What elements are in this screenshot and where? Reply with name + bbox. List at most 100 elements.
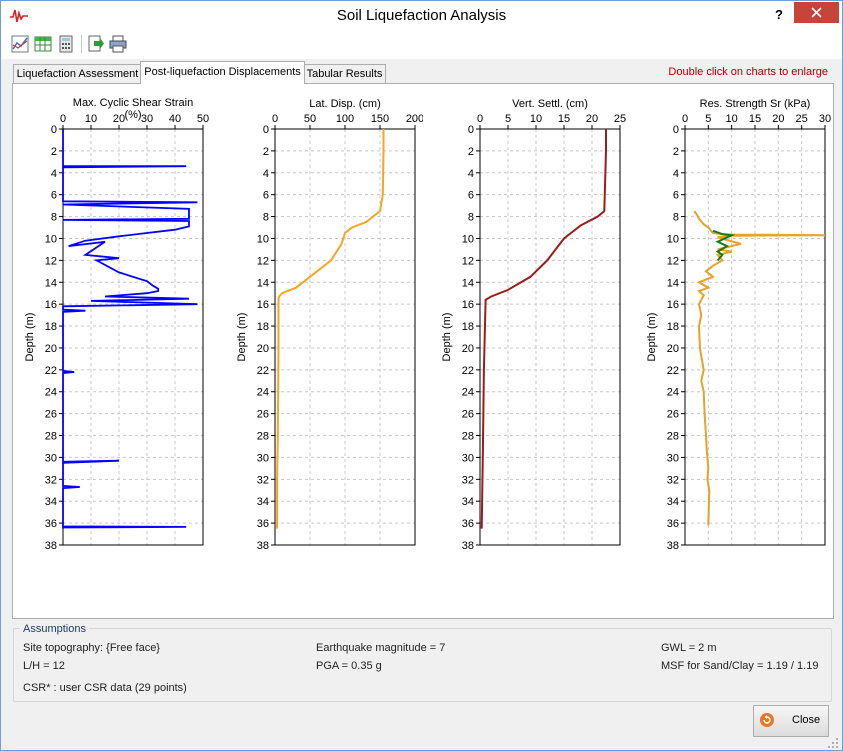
y-tick-label: 20 [462, 343, 474, 355]
x-tick-label: 150 [371, 113, 389, 125]
y-tick-label: 12 [462, 255, 474, 267]
y-tick-label: 34 [667, 496, 679, 508]
x-tick-label: 5 [705, 113, 711, 125]
plot-frame [479, 128, 621, 546]
assumptions-title: Assumptions [20, 623, 89, 635]
x-tick-label: 20 [586, 113, 598, 125]
y-tick-label: 22 [462, 365, 474, 377]
chart-title-unit: (%) [124, 109, 141, 121]
y-tick-label: 12 [45, 255, 57, 267]
calculator-icon[interactable] [57, 35, 75, 53]
window-close-button[interactable] [794, 2, 839, 23]
resize-grip-icon[interactable] [827, 737, 839, 749]
y-tick-label: 26 [45, 409, 57, 421]
chart-residual-strength[interactable]: Res. Strength Sr (kPa)0 5 10 15 20 25 30024681… [628, 84, 833, 554]
help-button[interactable]: ? [775, 7, 783, 22]
y-tick-label: 38 [667, 540, 679, 552]
y-tick-label: 16 [257, 299, 269, 311]
x-tick-label: 25 [796, 113, 808, 125]
y-tick-label: 26 [667, 409, 679, 421]
y-tick-label: 2 [51, 146, 57, 158]
series-line-1 [712, 229, 736, 262]
tab-liquefaction-assessment[interactable]: Liquefaction Assessment [13, 64, 142, 83]
y-tick-label: 28 [462, 431, 474, 443]
y-tick-label: 2 [468, 146, 474, 158]
y-tick-label: 4 [263, 168, 269, 180]
y-tick-label: 34 [462, 496, 474, 508]
y-tick-label: 24 [667, 387, 679, 399]
y-tick-label: 36 [462, 518, 474, 530]
series-line-0 [276, 129, 385, 529]
chart-vertical-settlement[interactable]: Vert. Settl. (cm)0 5 10 15 20 250246810121416… [423, 84, 628, 554]
x-tick-label: 200 [406, 113, 423, 125]
x-tick-label: 30 [141, 113, 153, 125]
y-tick-label: 24 [257, 387, 269, 399]
y-tick-label: 28 [45, 431, 57, 443]
earthquake-magnitude: Earthquake magnitude = 7 [316, 642, 446, 654]
pga-value: PGA = 0.35 g [316, 660, 382, 672]
x-tick-label: 25 [614, 113, 626, 125]
site-topography: Site topography: {Free face} [23, 642, 160, 654]
close-arrow-icon [760, 713, 774, 727]
y-axis-label: Depth (m) [646, 313, 658, 362]
series-line-0 [62, 129, 198, 529]
x-tick-label: 0 [682, 113, 688, 125]
x-tick-label: 20 [113, 113, 125, 125]
chart-lateral-displacement[interactable]: Lat. Disp. (cm)0 50 100 150 2000246810121416… [218, 84, 423, 554]
print-icon[interactable] [109, 35, 127, 53]
chart-cyclic-shear-strain[interactable]: Max. Cyclic Shear Strain(%) 0 10 20 30 40 50 0 2… [13, 84, 218, 554]
y-tick-label: 20 [45, 343, 57, 355]
y-tick-label: 4 [468, 168, 474, 180]
y-tick-label: 18 [257, 321, 269, 333]
gwl-value: GWL = 2 m [661, 642, 717, 654]
charts-panel: Max. Cyclic Shear Strain (%) 0 10 20 30 40 50 0 2… [12, 83, 834, 619]
y-tick-label: 0 [673, 124, 679, 136]
y-tick-label: 30 [257, 452, 269, 464]
y-tick-label: 2 [673, 146, 679, 158]
y-tick-label: 36 [667, 518, 679, 530]
y-tick-label: 30 [667, 452, 679, 464]
y-tick-label: 10 [462, 233, 474, 245]
lh-ratio: L/H = 12 [23, 660, 65, 672]
close-button[interactable]: Close [753, 705, 829, 737]
y-tick-label: 2 [263, 146, 269, 158]
y-tick-label: 18 [462, 321, 474, 333]
x-tick-label: 50 [304, 113, 316, 125]
y-tick-label: 32 [257, 474, 269, 486]
chart-icon[interactable] [11, 35, 29, 53]
y-tick-label: 20 [257, 343, 269, 355]
x-tick-label: 50 [197, 113, 209, 125]
y-tick-label: 14 [462, 277, 474, 289]
y-tick-label: 8 [263, 212, 269, 224]
y-tick-label: 8 [673, 212, 679, 224]
tab-tabular-results[interactable]: Tabular Results [303, 64, 386, 83]
msf-value: MSF for Sand/Clay = 1.19 / 1.19 [661, 660, 819, 672]
y-tick-label: 8 [468, 212, 474, 224]
y-axis-label: Depth (m) [24, 313, 36, 362]
x-tick-label: 0 [272, 113, 278, 125]
y-tick-label: 4 [673, 168, 679, 180]
table-icon[interactable] [34, 35, 52, 53]
y-tick-label: 18 [667, 321, 679, 333]
x-tick-label: 40 [169, 113, 181, 125]
x-tick-label: 0 [60, 113, 66, 125]
series-line-0 [693, 210, 826, 526]
y-tick-label: 36 [257, 518, 269, 530]
y-tick-label: 6 [468, 190, 474, 202]
y-tick-label: 6 [51, 190, 57, 202]
y-tick-label: 30 [45, 452, 57, 464]
chart-title: Lat. Disp. (cm) [309, 98, 381, 110]
y-tick-label: 6 [263, 190, 269, 202]
y-tick-label: 0 [51, 124, 57, 136]
export-icon[interactable] [87, 35, 105, 53]
toolbar-separator [81, 35, 82, 53]
chart-title: Max. Cyclic Shear Strain [73, 97, 193, 109]
y-tick-label: 32 [45, 474, 57, 486]
y-tick-label: 16 [667, 299, 679, 311]
tab-strip: Liquefaction Assessment Post-liquefactio… [1, 59, 842, 84]
tab-post-liquefaction-displacements[interactable]: Post-liquefaction Displacements [140, 61, 305, 84]
y-tick-label: 30 [462, 452, 474, 464]
y-tick-label: 36 [45, 518, 57, 530]
y-tick-label: 28 [667, 431, 679, 443]
